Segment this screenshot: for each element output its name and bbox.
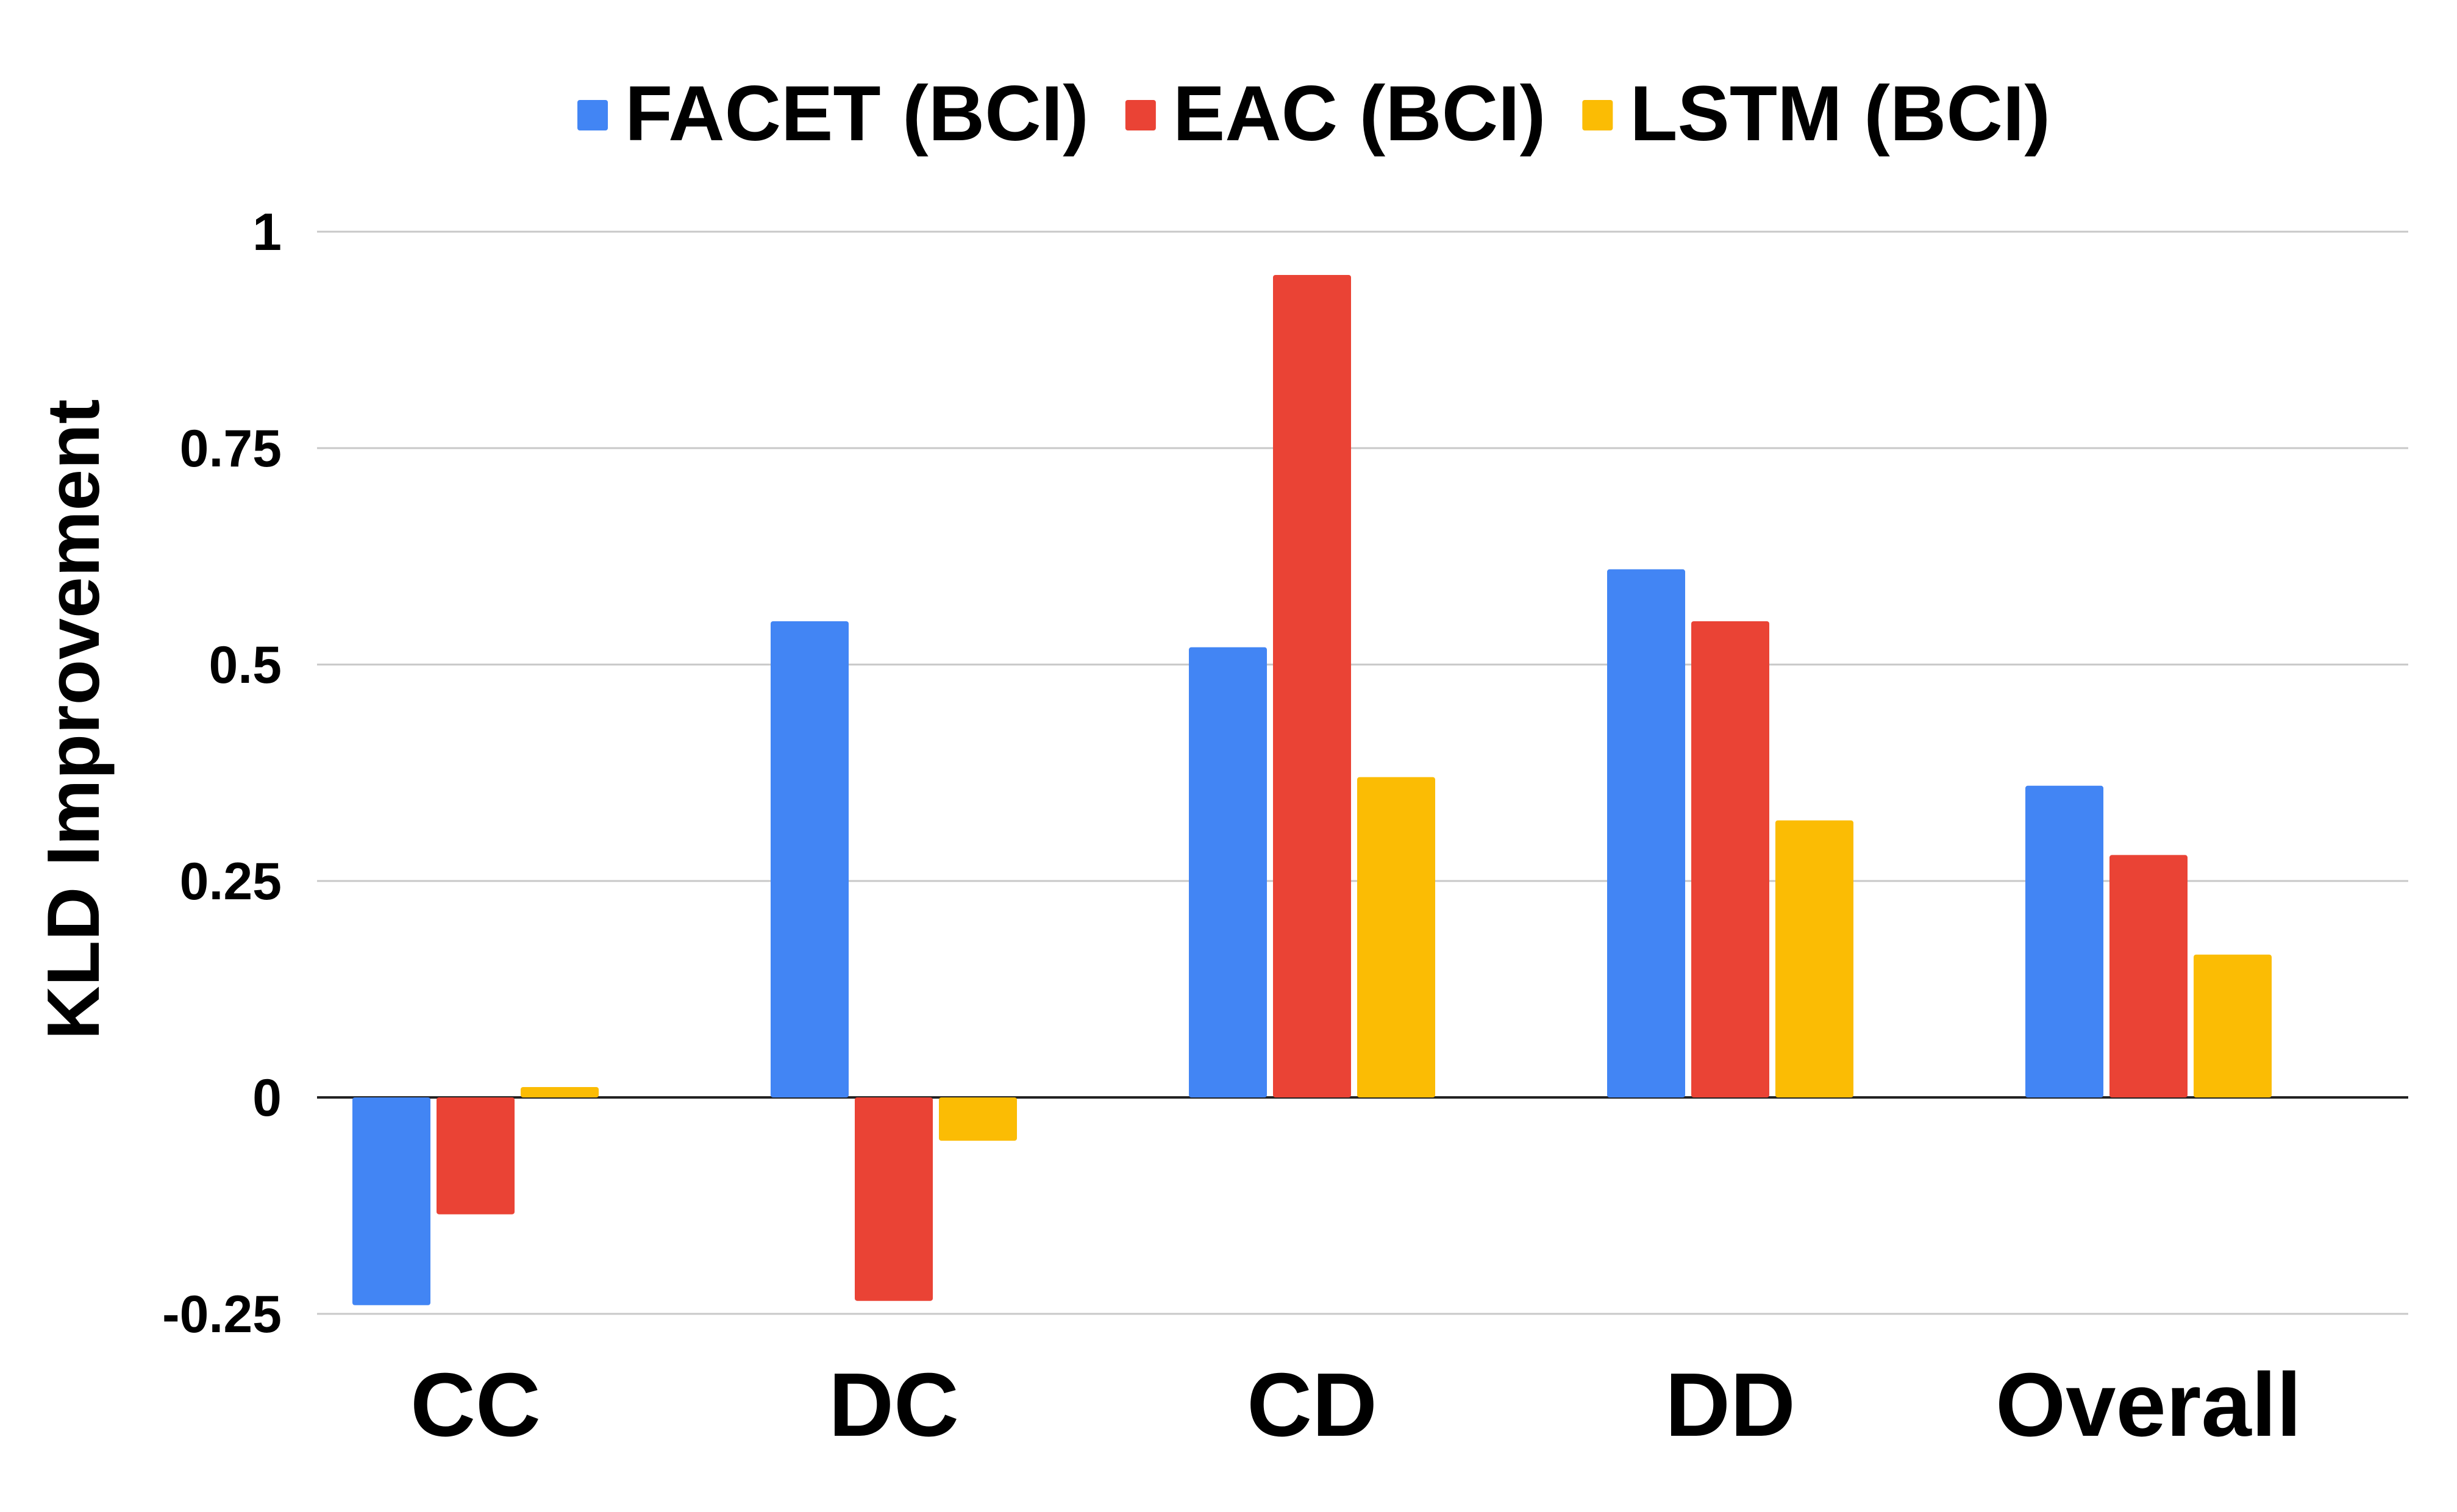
bars — [352, 275, 2272, 1305]
x-tick-label: DD — [1665, 1355, 1795, 1455]
legend-swatch — [1125, 100, 1156, 130]
legend-label: LSTM (BCI) — [1630, 70, 2050, 157]
y-axis-label: KLD Improvement — [32, 399, 115, 1040]
x-tick-label: CD — [1247, 1355, 1377, 1455]
bar-dc-series-0 — [771, 621, 849, 1097]
bar-cc-series-2 — [521, 1086, 599, 1097]
bar-overall-series-1 — [2109, 855, 2188, 1097]
y-tick-label: 0.25 — [180, 852, 282, 911]
bar-cd-series-2 — [1357, 777, 1435, 1097]
bar-cc-series-1 — [437, 1097, 515, 1214]
bar-dd-series-0 — [1607, 569, 1685, 1097]
bar-dd-series-2 — [1775, 820, 1853, 1097]
x-tick-label: DC — [829, 1355, 959, 1455]
bar-dc-series-2 — [939, 1097, 1017, 1141]
bar-dd-series-1 — [1691, 621, 1769, 1097]
y-tick-label: 0.5 — [209, 636, 282, 694]
axes: -0.25 0 0.25 0.5 0.75 1 CC DC CD DD Overall — [162, 203, 2302, 1455]
legend-label: EAC (BCI) — [1173, 70, 1546, 157]
legend-swatch — [1582, 100, 1613, 130]
legend-label: FACET (BCI) — [625, 70, 1089, 157]
gridlines — [317, 230, 2408, 1315]
bar-cc-series-0 — [352, 1097, 430, 1305]
x-tick-label: CC — [410, 1355, 541, 1455]
bar-overall-series-2 — [2194, 954, 2272, 1097]
y-tick-label: 0 — [252, 1069, 282, 1127]
x-tick-label: Overall — [1995, 1355, 2302, 1455]
bar-dc-series-1 — [855, 1097, 933, 1301]
legend: FACET (BCI) EAC (BCI) LSTM (BCI) — [577, 70, 2050, 157]
bar-cd-series-0 — [1189, 647, 1267, 1097]
y-tick-label: 0.75 — [180, 419, 282, 478]
y-tick-label: 1 — [252, 203, 282, 262]
legend-swatch — [577, 100, 608, 130]
y-tick-label: -0.25 — [162, 1285, 282, 1344]
bar-overall-series-0 — [2025, 785, 2103, 1097]
bar-cd-series-1 — [1273, 275, 1351, 1097]
